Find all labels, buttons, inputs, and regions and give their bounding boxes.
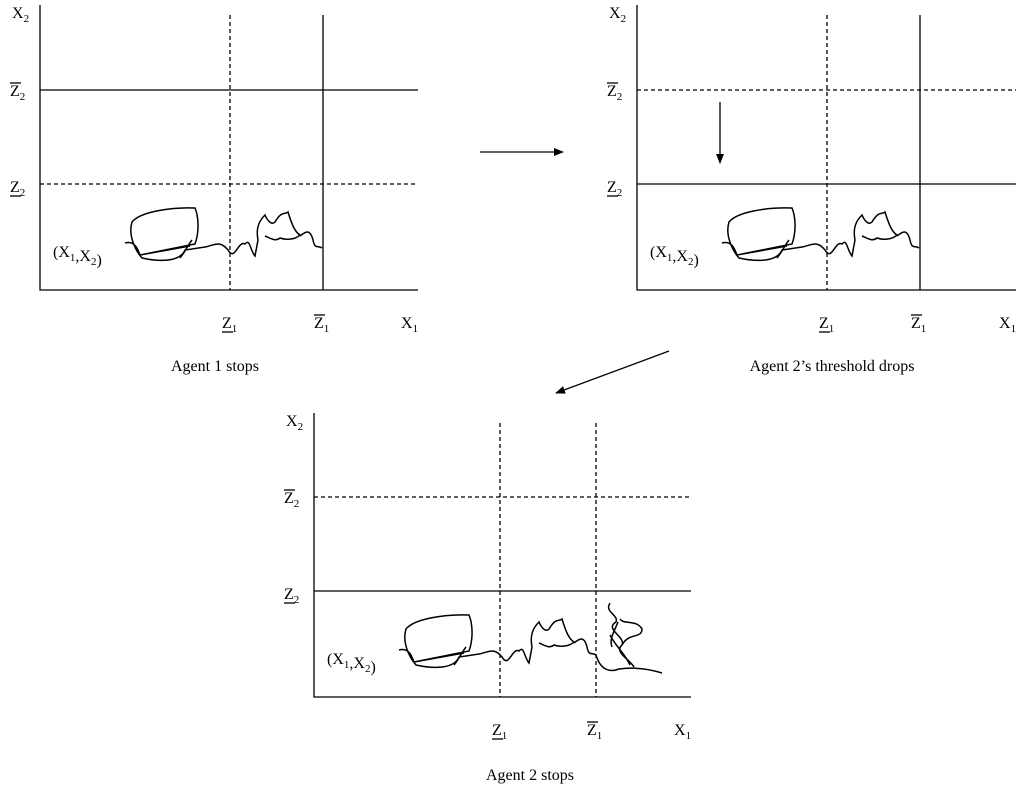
point-label: (X1,X2) xyxy=(327,651,376,676)
y-axis-label-sub: 2 xyxy=(24,13,30,25)
point-label-base: (X xyxy=(327,651,344,668)
z2-high-label-base: Z xyxy=(284,490,294,507)
z1-low-label-base: Z xyxy=(819,315,829,332)
caption: Agent 2 stops xyxy=(486,767,574,784)
point-label-base: ,X xyxy=(672,248,688,265)
x-axis-label-sub: 1 xyxy=(1011,323,1017,335)
z1-high-label-sub: 1 xyxy=(597,730,603,742)
z1-high-label: Z1 xyxy=(314,315,329,335)
x-axis-label: X1 xyxy=(999,315,1016,335)
z1-low-label-base: Z xyxy=(222,315,232,332)
z2-high-label-sub: 2 xyxy=(20,91,26,103)
y-axis-label-base: X xyxy=(609,5,621,22)
z1-low-label-base: Z xyxy=(492,722,502,739)
z1-low-label-sub: 1 xyxy=(502,730,508,742)
flow-arrow xyxy=(555,350,670,394)
z1-low-label: Z1 xyxy=(819,315,834,335)
sample-path xyxy=(721,207,920,262)
z2-low-label-base: Z xyxy=(607,179,617,196)
z2-high-label: Z2 xyxy=(284,490,299,510)
axes xyxy=(39,5,418,291)
z2-low-label-sub: 2 xyxy=(20,187,26,199)
point-label-base: (X xyxy=(53,244,70,261)
z2-low-label-sub: 2 xyxy=(294,594,300,606)
sample-path xyxy=(398,614,597,669)
z2-low-label: Z2 xyxy=(10,179,25,199)
point-label-base: ,X xyxy=(349,655,365,672)
z1-high-label: Z1 xyxy=(911,315,926,335)
sample-path xyxy=(595,602,663,674)
x-axis-label: X1 xyxy=(674,722,691,742)
z2-high-label-base: Z xyxy=(10,83,20,100)
z1-high-label-base: Z xyxy=(587,722,597,739)
x-axis-label-sub: 1 xyxy=(686,730,692,742)
point-label-sub: 1 xyxy=(667,252,673,264)
z2-low-label: Z2 xyxy=(607,179,622,199)
y-axis-label: X2 xyxy=(609,5,626,25)
x-axis-label-sub: 1 xyxy=(413,323,419,335)
point-label-base: ,X xyxy=(75,248,91,265)
point-label: (X1,X2) xyxy=(53,244,102,269)
point-label-base: (X xyxy=(650,244,667,261)
z1-low-label-sub: 1 xyxy=(232,323,238,335)
x-axis-label-base: X xyxy=(999,315,1011,332)
z2-high-label: Z2 xyxy=(607,83,622,103)
z2-high-label-base: Z xyxy=(607,83,617,100)
y-axis-label-sub: 2 xyxy=(298,421,304,433)
z1-high-label: Z1 xyxy=(587,722,602,742)
z2-high-label-sub: 2 xyxy=(617,91,623,103)
z1-low-label: Z1 xyxy=(492,722,507,742)
point-label-sub: 2 xyxy=(688,256,694,268)
point-label-sub: 2 xyxy=(365,663,371,675)
y-axis-label-base: X xyxy=(12,5,24,22)
point-label-base: ) xyxy=(370,659,375,676)
z2-low-label-base: Z xyxy=(10,179,20,196)
y-axis-label: X2 xyxy=(12,5,29,25)
point-label-sub: 1 xyxy=(70,252,76,264)
sample-path xyxy=(124,207,323,262)
point-label: (X1,X2) xyxy=(650,244,699,269)
z1-high-label-base: Z xyxy=(314,315,324,332)
y-axis-label-base: X xyxy=(286,413,298,430)
z1-high-label-sub: 1 xyxy=(921,323,927,335)
x-axis-label-base: X xyxy=(674,722,686,739)
z1-low-label-sub: 1 xyxy=(829,323,835,335)
caption: Agent 2’s threshold drops xyxy=(750,358,915,375)
z2-low-label: Z2 xyxy=(284,586,299,606)
point-label-base: ) xyxy=(693,252,698,269)
x-axis-label: X1 xyxy=(401,315,418,335)
caption: Agent 1 stops xyxy=(171,358,259,375)
axes xyxy=(313,413,691,698)
point-label-base: ) xyxy=(96,252,101,269)
z2-high-label-sub: 2 xyxy=(294,498,300,510)
point-label-sub: 2 xyxy=(91,256,97,268)
y-axis-label: X2 xyxy=(286,413,303,433)
z1-low-label: Z1 xyxy=(222,315,237,335)
z2-low-label-base: Z xyxy=(284,586,294,603)
y-axis-label-sub: 2 xyxy=(621,13,627,25)
z2-high-label: Z2 xyxy=(10,83,25,103)
z1-high-label-base: Z xyxy=(911,315,921,332)
x-axis-label-base: X xyxy=(401,315,413,332)
z2-low-label-sub: 2 xyxy=(617,187,623,199)
point-label-sub: 1 xyxy=(344,659,350,671)
z1-high-label-sub: 1 xyxy=(324,323,330,335)
axes xyxy=(636,5,1016,291)
